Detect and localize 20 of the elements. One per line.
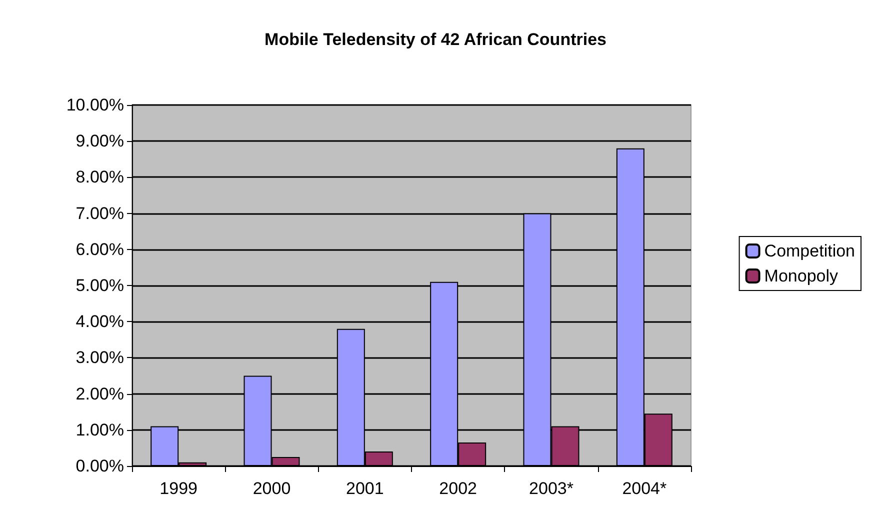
y-tick-label: 4.00% xyxy=(76,312,124,332)
x-tick-label: 2002 xyxy=(439,479,477,498)
x-tick-label: 2000 xyxy=(252,479,291,498)
y-tick-label: 10.00% xyxy=(66,96,124,114)
y-tick-label: 6.00% xyxy=(76,240,124,259)
x-tick-label: 2004* xyxy=(622,479,668,498)
y-tick-label: 5.00% xyxy=(76,276,124,295)
y-tick-label: 3.00% xyxy=(76,348,124,368)
x-tick-label: 2001 xyxy=(346,479,384,498)
y-tick-label: 2.00% xyxy=(76,384,124,404)
chart-title: Mobile Teledensity of 42 African Countries xyxy=(264,30,606,49)
y-tick-label: 0.00% xyxy=(76,456,124,476)
legend-label: Competition xyxy=(764,242,856,260)
y-tick-label: 9.00% xyxy=(76,132,124,151)
legend-label: Monopoly xyxy=(764,266,838,286)
y-tick-label: 7.00% xyxy=(76,204,124,223)
x-tick-label: 1999 xyxy=(160,479,198,498)
y-tick-label: 8.00% xyxy=(76,168,124,187)
x-tick-label: 2003* xyxy=(529,479,574,498)
y-tick-label: 1.00% xyxy=(76,420,124,440)
